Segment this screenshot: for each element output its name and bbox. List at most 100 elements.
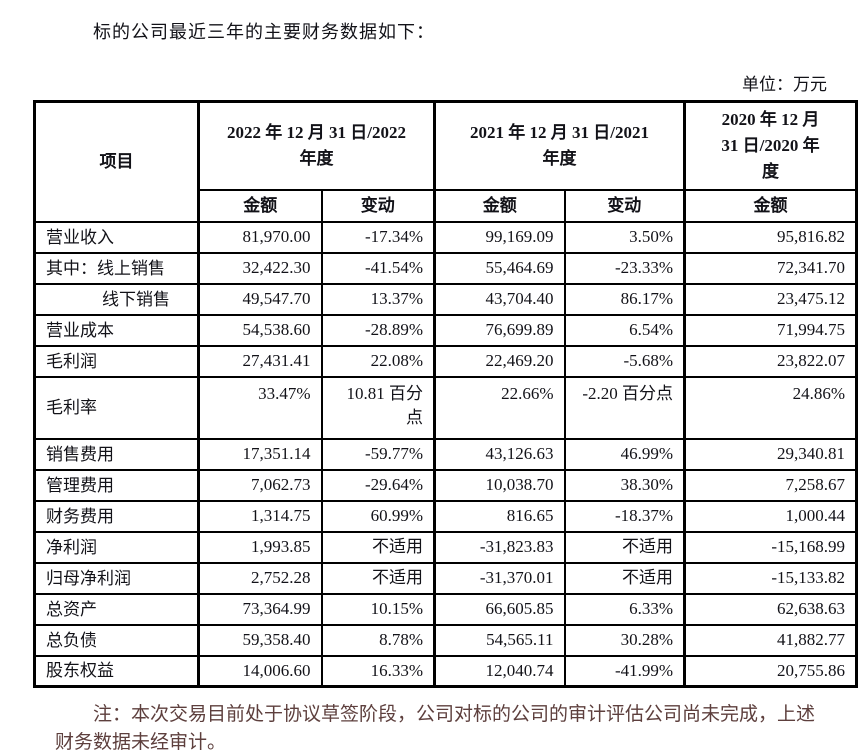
table-row: 总负债 59,358.40 8.78% 54,565.11 30.28% 41,882.7… [33,623,858,657]
table-row: 毛利润 27,431.41 22.08% 22,469.20 -5.68% 23,822.… [33,344,858,378]
row-label: 销售费用 [33,437,200,471]
cell-value: 不适用 [320,561,436,595]
cell-value: -29.64% [320,468,436,502]
cell-value: -28.89% [320,313,436,347]
cell-value: 23,822.07 [683,344,858,378]
cell-value: 71,994.75 [683,313,858,347]
cell-value: 24.86% [683,375,858,440]
cell-value: 8.78% [320,623,436,657]
cell-value: -59.77% [320,437,436,471]
cell-value: 72,341.70 [683,251,858,285]
cell-value: 76,699.89 [433,313,566,347]
note-text: 注：本次交易目前处于协议草签阶段，公司对标的公司的审计评估公司尚未完成，上述 财… [55,704,816,753]
table-body: 营业收入 81,970.00 -17.34% 99,169.09 3.50% 95,816… [33,220,858,688]
cell-value: 12,040.74 [433,654,566,688]
unit-label: 单位：万元 [742,75,827,94]
header-amount-2021: 金额 [433,188,566,223]
cell-value: 10,038.70 [433,468,566,502]
cell-value: 不适用 [563,530,686,564]
cell-value: 30.28% [563,623,686,657]
cell-value: -23.33% [563,251,686,285]
cell-value: 54,538.60 [197,313,323,347]
row-label: 管理费用 [33,468,200,502]
page-title: 标的公司最近三年的主要财务数据如下： [93,22,435,42]
table-row: 总资产 73,364.99 10.15% 66,605.85 6.33% 62,638.6… [33,592,858,626]
cell-value: 816.65 [433,499,566,533]
cell-value: 22,469.20 [433,344,566,378]
cell-value: -2.20 百分点 [563,375,686,440]
cell-value: 62,638.63 [683,592,858,626]
cell-value: 54,565.11 [433,623,566,657]
cell-value: 23,475.12 [683,282,858,316]
table-row: 营业成本 54,538.60 -28.89% 76,699.89 6.54% 71,994… [33,313,858,347]
cell-value: 1,993.85 [197,530,323,564]
header-year-2020: 2020 年 12 月 31 日/2020 年 度 [683,100,858,191]
cell-value: -5.68% [563,344,686,378]
cell-value: -41.54% [320,251,436,285]
table-row: 净利润 1,993.85 不适用 -31,823.83 不适用 -15,168.99 [33,530,858,564]
header-change-2021: 变动 [563,188,686,223]
table-row: 财务费用 1,314.75 60.99% 816.65 -18.37% 1,000.44 [33,499,858,533]
header-amount-2020: 金额 [683,188,858,223]
cell-value: 6.33% [563,592,686,626]
table-row: 管理费用 7,062.73 -29.64% 10,038.70 38.30% 7,258.… [33,468,858,502]
cell-value: 29,340.81 [683,437,858,471]
cell-value: 55,464.69 [433,251,566,285]
cell-value: 60.99% [320,499,436,533]
cell-value: -15,133.82 [683,561,858,595]
row-label: 毛利率 [33,375,200,440]
cell-value: -15,168.99 [683,530,858,564]
row-label: 财务费用 [33,499,200,533]
row-label: 营业成本 [33,313,200,347]
cell-value: 1,314.75 [197,499,323,533]
header-year-2021: 2021 年 12 月 31 日/2021 年度 [433,100,686,191]
table-row: 毛利率 33.47% 10.81 百分 点 22.66% -2.20 百分点 24.86% [33,375,858,440]
header-year-2022: 2022 年 12 月 31 日/2022 年度 [196,100,436,191]
cell-value: 10.15% [320,592,436,626]
header-item-column: 项目 [33,100,200,223]
cell-value: 59,358.40 [197,623,323,657]
row-label: 股东权益 [33,654,200,688]
row-label: 线下销售 [33,282,200,316]
cell-value: 20,755.86 [683,654,858,688]
cell-value: 3.50% [563,220,686,254]
cell-value: -41.99% [563,654,686,688]
row-label: 净利润 [33,530,200,564]
cell-value: 14,006.60 [197,654,323,688]
cell-value: 2,752.28 [197,561,323,595]
cell-value: 17,351.14 [197,437,323,471]
cell-value: 27,431.41 [197,344,323,378]
table-row: 其中：线上销售 32,422.30 -41.54% 55,464.69 -23.33% 7… [33,251,858,285]
cell-value: 16.33% [320,654,436,688]
cell-value: -18.37% [563,499,686,533]
table-row: 归母净利润 2,752.28 不适用 -31,370.01 不适用 -15,133.82 [33,561,858,595]
cell-value: 6.54% [563,313,686,347]
cell-value: 81,970.00 [197,220,323,254]
cell-value: 41,882.77 [683,623,858,657]
table-header: 项目 2022 年 12 月 31 日/2022 年度 2021 年 12 月 … [33,100,858,223]
cell-value: 不适用 [320,530,436,564]
table-row: 股东权益 14,006.60 16.33% 12,040.74 -41.99% 20,75… [33,654,858,688]
cell-value: 43,704.40 [433,282,566,316]
cell-value: -17.34% [320,220,436,254]
row-label: 营业收入 [33,220,200,254]
table-row: 销售费用 17,351.14 -59.77% 43,126.63 46.99% 29,34… [33,437,858,471]
cell-value: 1,000.44 [683,499,858,533]
cell-value: 13.37% [320,282,436,316]
cell-value: 86.17% [563,282,686,316]
cell-value: 22.08% [320,344,436,378]
cell-value: -31,823.83 [433,530,566,564]
cell-value: 95,816.82 [683,220,858,254]
row-label: 归母净利润 [33,561,200,595]
cell-value: 46.99% [563,437,686,471]
cell-value: -31,370.01 [433,561,566,595]
row-label: 毛利润 [33,344,200,378]
cell-value: 7,062.73 [197,468,323,502]
cell-value: 33.47% [197,375,323,440]
cell-value: 38.30% [563,468,686,502]
header-change-2022: 变动 [320,188,436,223]
row-label: 总负债 [33,623,200,657]
cell-value: 43,126.63 [433,437,566,471]
table-row: 营业收入 81,970.00 -17.34% 99,169.09 3.50% 95,816… [33,220,858,254]
